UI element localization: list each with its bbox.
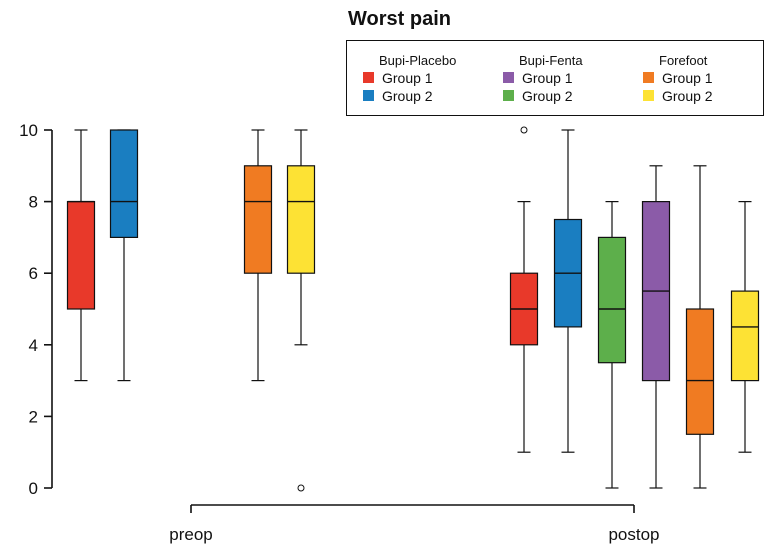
box-6 bbox=[553, 129, 583, 453]
box-body bbox=[109, 129, 139, 239]
y-tick-label: 8 bbox=[29, 193, 38, 212]
box-body bbox=[243, 165, 273, 274]
legend-swatch bbox=[363, 72, 374, 83]
box-9 bbox=[685, 165, 715, 489]
legend-group-title: Bupi-Fenta bbox=[519, 53, 583, 68]
legend-label: Group 2 bbox=[382, 88, 433, 104]
legend-swatch bbox=[503, 72, 514, 83]
y-tick-label: 2 bbox=[29, 407, 38, 426]
x-group-label: postop bbox=[608, 525, 659, 544]
legend-item: Group 2 bbox=[363, 87, 456, 105]
box-7 bbox=[597, 201, 627, 489]
box-body bbox=[730, 290, 760, 382]
box-2 bbox=[109, 129, 139, 382]
box-1 bbox=[66, 129, 96, 382]
legend-label: Group 2 bbox=[522, 88, 573, 104]
legend-group-bupi-fenta: Bupi-Fenta Group 1 Group 2 bbox=[503, 52, 583, 105]
box-5 bbox=[509, 126, 539, 453]
legend-group-bupi-placebo: Bupi-Placebo Group 1 Group 2 bbox=[363, 52, 456, 105]
legend-label: Group 1 bbox=[382, 70, 433, 86]
box-3 bbox=[243, 129, 273, 382]
y-tick-label: 6 bbox=[29, 264, 38, 283]
y-axis: 0 2 4 6 8 10 bbox=[19, 121, 53, 498]
box-body bbox=[66, 201, 96, 310]
outlier-point bbox=[520, 126, 528, 134]
legend-group-title: Forefoot bbox=[659, 53, 708, 68]
chart-title: Worst pain bbox=[348, 8, 451, 30]
box-series bbox=[66, 126, 760, 492]
legend-item: Group 2 bbox=[503, 87, 583, 105]
legend-group-forefoot: Forefoot Group 1 Group 2 bbox=[643, 52, 713, 105]
box-body bbox=[597, 236, 627, 364]
box-10 bbox=[730, 201, 760, 453]
legend-item: Group 1 bbox=[363, 69, 456, 87]
legend-item: Group 1 bbox=[503, 69, 583, 87]
legend: Bupi-Placebo Group 1 Group 2 Bupi-Fenta … bbox=[346, 40, 764, 116]
x-group-label: preop bbox=[169, 525, 212, 544]
box-8 bbox=[641, 165, 671, 489]
legend-item: Group 2 bbox=[643, 87, 713, 105]
legend-label: Group 2 bbox=[662, 88, 713, 104]
y-tick-label: 10 bbox=[19, 121, 38, 140]
box-body bbox=[685, 308, 715, 435]
x-axis: preop postop bbox=[169, 504, 660, 544]
legend-group-title: Bupi-Placebo bbox=[379, 53, 457, 68]
box-body bbox=[286, 165, 316, 274]
outlier-point bbox=[297, 484, 305, 492]
legend-swatch bbox=[363, 90, 374, 101]
y-tick-label: 4 bbox=[29, 336, 38, 355]
legend-swatch bbox=[643, 72, 654, 83]
legend-label: Group 1 bbox=[522, 70, 573, 86]
y-tick-label: 0 bbox=[29, 479, 38, 498]
legend-label: Group 1 bbox=[662, 70, 713, 86]
legend-swatch bbox=[503, 90, 514, 101]
box-4 bbox=[286, 129, 316, 492]
legend-swatch bbox=[643, 90, 654, 101]
legend-item: Group 1 bbox=[643, 69, 713, 87]
